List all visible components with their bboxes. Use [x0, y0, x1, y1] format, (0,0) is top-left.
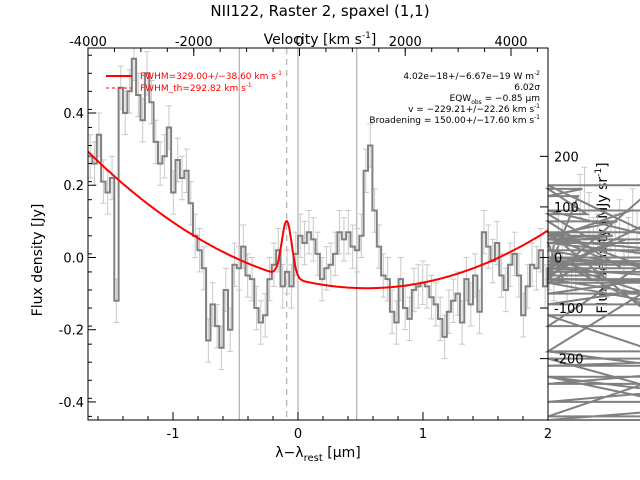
y-tick-label: -0.2 [59, 324, 84, 339]
top-tick-label: 4000 [494, 35, 527, 50]
annotations: 4.02e−18+/−6.67e−19 W m-2 6.02σ EQWobs =… [369, 70, 540, 126]
x-axis-label: λ−λrest [μm] [275, 445, 360, 464]
right-tick-label: 100 [554, 201, 579, 216]
top-tick-label: 2000 [389, 35, 422, 50]
chart-title: NII122, Raster 2, spaxel (1,1) [210, 2, 429, 20]
right-tick-label: 0 [554, 251, 562, 266]
annotation-velocity: v = −229.21+/−22.26 km s-1 [408, 103, 540, 115]
annotation-broadening: Broadening = 150.00+/−17.60 km s-1 [369, 114, 540, 126]
x-tick-label: -1 [167, 427, 180, 442]
y-tick-label: -0.4 [59, 396, 84, 411]
x-tick-label: 2 [544, 427, 552, 442]
annotation-significance: 6.02σ [514, 83, 540, 93]
top-tick-label: 0 [295, 35, 303, 50]
legend-theoretical-label: FWHM_th=292.82 km s-1 [140, 82, 252, 94]
top-tick-label: -4000 [69, 35, 107, 50]
spectrum-line [88, 57, 640, 421]
axes: -1 0 1 2-4000 -2000 0 2000 4000-0.4-0.20.00.20.… [59, 35, 584, 442]
right-tick-label: 200 [554, 150, 579, 165]
fit-line [87, 150, 549, 290]
y-tick-label: 0.0 [63, 251, 84, 266]
plot-frame [87, 47, 549, 421]
top-axis-label: Velocity [km s-1] [264, 31, 377, 48]
annotation-eqw: EQWobs = −0.85 μm [450, 94, 540, 106]
spectrum-series [88, 57, 640, 421]
x-tick-label: 1 [419, 427, 427, 442]
y-tick-label: 0.4 [63, 107, 84, 122]
legend-fit-label: FWHM=329.00+/−38.60 km s-1 [140, 70, 282, 82]
top-tick-label: -2000 [175, 35, 213, 50]
x-tick-label: 0 [294, 427, 302, 442]
y-tick-label: 0.2 [63, 179, 84, 194]
annotation-flux: 4.02e−18+/−6.67e−19 W m-2 [403, 70, 540, 82]
right-tick-label: -200 [554, 353, 584, 368]
legend: FWHM=329.00+/−38.60 km s-1 FWHM_th=292.8… [106, 70, 282, 94]
right-tick-label: -100 [554, 302, 584, 317]
fit-series [87, 150, 549, 290]
y-axis-label: Flux density [Jy] [30, 204, 46, 317]
